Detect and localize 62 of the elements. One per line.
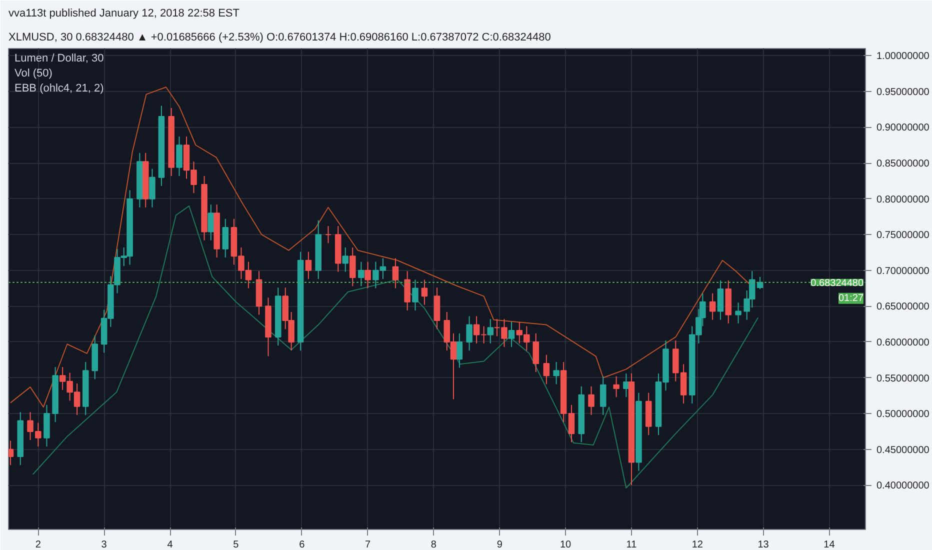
y-tick-label: 0.55000000 (876, 373, 930, 384)
y-tick-label: 0.45000000 (876, 444, 930, 456)
y-tick-label: 0.40000000 (876, 480, 930, 492)
candlestick (412, 279, 418, 311)
text: XLMUSD, 30 0.68324480 ▲ +0.01685666 (+2.53%) O:0.67601374 H:0.69086160 L:0.67387072 C:0.68324480 (8, 32, 551, 44)
candlestick (342, 246, 349, 272)
candlestick (364, 261, 371, 289)
candlestick (208, 204, 214, 241)
candlestick (466, 316, 472, 352)
annotation: EBB (ohlc4, 21, 2) (14, 82, 104, 94)
candlestick (508, 321, 515, 348)
candlestick (543, 354, 550, 385)
annotation: 01:27 (838, 292, 864, 304)
candlestick (325, 226, 332, 244)
chart-title: Lumen / Dollar, 30 (14, 52, 104, 64)
y-tick-label: 0.85000000 (876, 158, 930, 170)
x-tick-label: 10 (560, 540, 572, 550)
y-tick-label: 0.50000000 (876, 409, 930, 420)
y-tick-label: 0.80000000 (876, 194, 930, 206)
chart-subtitle: vva113t published January 12, 2018 22:58 EST (8, 8, 240, 20)
candlestick (404, 270, 410, 311)
x-tick-label: 12 (692, 540, 704, 550)
y-tick-label: 0.60000000 (876, 337, 930, 348)
y-tick-label: 0.75000000 (876, 230, 930, 242)
candlestick (176, 136, 182, 176)
candlestick (709, 292, 716, 320)
candlestick (358, 261, 364, 287)
y-tick-label: 1.00000000 (876, 51, 930, 62)
x-tick-label: 7 (365, 540, 371, 550)
candlestick (613, 376, 620, 398)
candlestick (421, 279, 428, 306)
x-tick-label: 13 (758, 540, 770, 550)
x-tick-label: 11 (626, 540, 638, 550)
candlestick (487, 318, 494, 344)
candlestick (8, 440, 14, 466)
candlestick (532, 332, 540, 373)
candlestick (349, 246, 356, 287)
x-tick-label: 8 (430, 540, 437, 550)
annotation: Vol (50) (14, 68, 52, 80)
candlestick (305, 251, 312, 280)
line-series (32, 205, 759, 488)
y-tick-label: 0.90000000 (876, 122, 930, 134)
candlestick (149, 168, 156, 208)
x-tick-label: 2 (35, 540, 42, 550)
x-tick-label: 4 (167, 540, 174, 550)
candlestick (553, 362, 560, 385)
candlestick (222, 218, 229, 258)
candlestick (588, 386, 594, 416)
candlestick (717, 280, 724, 320)
candlestick (735, 302, 742, 324)
candlestick (600, 376, 606, 416)
x-tick-label: 6 (299, 540, 306, 550)
y-tick-label: 0.95000000 (876, 86, 930, 98)
x-tick-label: 3 (101, 540, 108, 550)
candlestick (568, 404, 575, 443)
candlestick (392, 258, 399, 289)
y-tick-label: 0.70000000 (876, 266, 930, 277)
x-tick-label: 5 (233, 540, 240, 550)
x-tick-label: 9 (496, 540, 503, 550)
x-tick-label: 14 (824, 540, 836, 550)
candlestick (456, 332, 463, 368)
y-tick-label: 0.65000000 (876, 302, 930, 313)
